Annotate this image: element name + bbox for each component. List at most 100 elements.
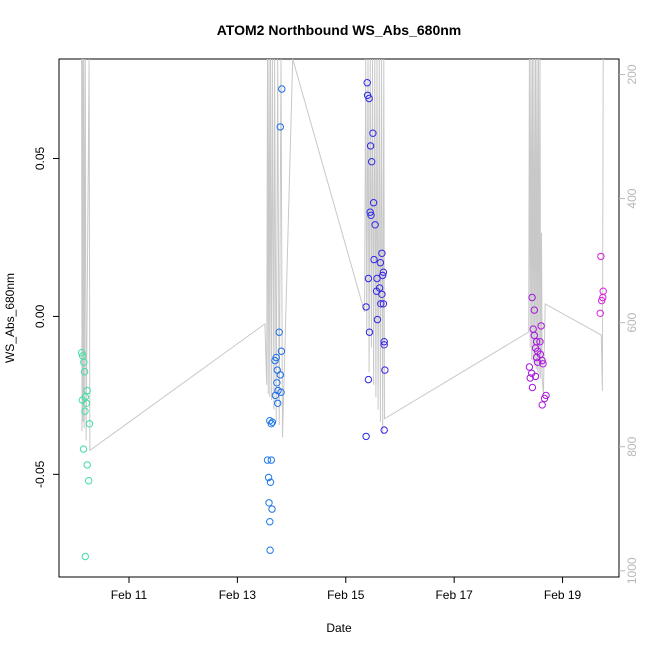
y-tick-label: -0.05 [33, 460, 47, 488]
data-point [370, 255, 378, 264]
y2-tick-label: 800 [625, 436, 639, 456]
x-tick-label: Feb 15 [327, 588, 365, 602]
secondary-y-axis: 200 400 600 800 1000 [619, 64, 639, 584]
data-point [377, 300, 385, 308]
data-point [538, 356, 546, 365]
data-point [266, 478, 275, 486]
data-point [380, 341, 388, 349]
data-point [80, 358, 88, 366]
data-point [530, 331, 538, 340]
data-point [369, 129, 377, 137]
data-point [265, 499, 273, 507]
data-point [276, 371, 284, 379]
data-point [534, 358, 542, 366]
data-point [367, 211, 375, 220]
data-point [362, 432, 370, 441]
data-point [277, 388, 285, 396]
data-point [538, 401, 546, 409]
data-point [531, 372, 540, 381]
data-point [369, 199, 378, 207]
data-point [264, 473, 273, 482]
chart-title: ATOM2 Northbound WS_Abs_680nm [217, 22, 462, 38]
data-point [540, 394, 549, 403]
data-point [536, 338, 544, 346]
x-axis-label: Date [326, 621, 352, 635]
data-point [362, 303, 370, 311]
y-axis-label: WS_Abs_680nm [3, 273, 17, 363]
y2-tick-label: 200 [625, 64, 639, 84]
data-point [373, 315, 382, 324]
y2-tick-label: 600 [625, 312, 639, 332]
data-point [267, 420, 275, 428]
x-axis: Feb 11 Feb 13 Feb 15 Feb 17 Feb 19 [111, 577, 582, 602]
data-point [598, 296, 606, 305]
data-point [599, 287, 607, 295]
data-point [82, 399, 91, 407]
data-point [380, 338, 388, 346]
data-point [528, 383, 537, 392]
data-point [379, 300, 388, 308]
data-point [79, 445, 88, 453]
x-tick-label: Feb 19 [544, 588, 582, 602]
data-point [85, 420, 94, 428]
data-point [273, 379, 281, 387]
series-line [81, 58, 604, 452]
data-point [272, 353, 280, 362]
data-point [268, 505, 276, 513]
data-point [81, 552, 90, 561]
data-point [528, 293, 536, 302]
data-point [83, 461, 91, 469]
data-point [80, 368, 89, 376]
data-point [271, 391, 280, 400]
data-point [378, 290, 386, 298]
x-tick-label: Feb 17 [435, 588, 473, 602]
plot-frame [58, 58, 620, 578]
data-point [266, 546, 274, 554]
point-layer [77, 79, 607, 561]
data-point [526, 374, 534, 382]
data-point [532, 353, 541, 362]
y-axis: -0.05 0.00 0.05 [33, 146, 59, 488]
data-point [274, 399, 282, 407]
data-point [83, 386, 91, 395]
data-point [365, 328, 374, 336]
data-point [267, 456, 275, 464]
y-tick-label: 0.00 [33, 304, 47, 328]
data-point [372, 287, 381, 295]
data-point [366, 208, 374, 216]
data-point [263, 456, 272, 464]
data-point [379, 271, 387, 280]
data-point [85, 477, 93, 485]
x-tick-label: Feb 11 [111, 588, 148, 602]
data-point [275, 328, 283, 336]
data-point [363, 79, 371, 87]
data-point [376, 259, 385, 267]
data-point [366, 142, 375, 150]
data-point [364, 274, 373, 283]
data-point [537, 322, 545, 330]
data-point [599, 293, 607, 302]
data-point [371, 221, 379, 229]
data-point [77, 349, 86, 357]
data-point [379, 268, 388, 276]
y2-tick-label: 1000 [625, 557, 639, 584]
data-point [378, 249, 386, 258]
data-point [597, 252, 605, 261]
y-tick-label: 0.05 [33, 146, 47, 170]
data-point [268, 418, 277, 426]
data-point [266, 518, 274, 526]
data-point [525, 363, 534, 371]
data-point [365, 94, 373, 103]
data-point [276, 123, 284, 131]
data-point [381, 366, 389, 374]
data-point [530, 306, 538, 314]
line-layer [81, 58, 604, 452]
data-point [277, 347, 286, 355]
data-point [380, 426, 388, 434]
y2-tick-label: 400 [625, 188, 639, 208]
data-point [539, 360, 547, 368]
data-point [596, 309, 604, 317]
data-point [81, 407, 89, 415]
data-point [278, 85, 286, 93]
